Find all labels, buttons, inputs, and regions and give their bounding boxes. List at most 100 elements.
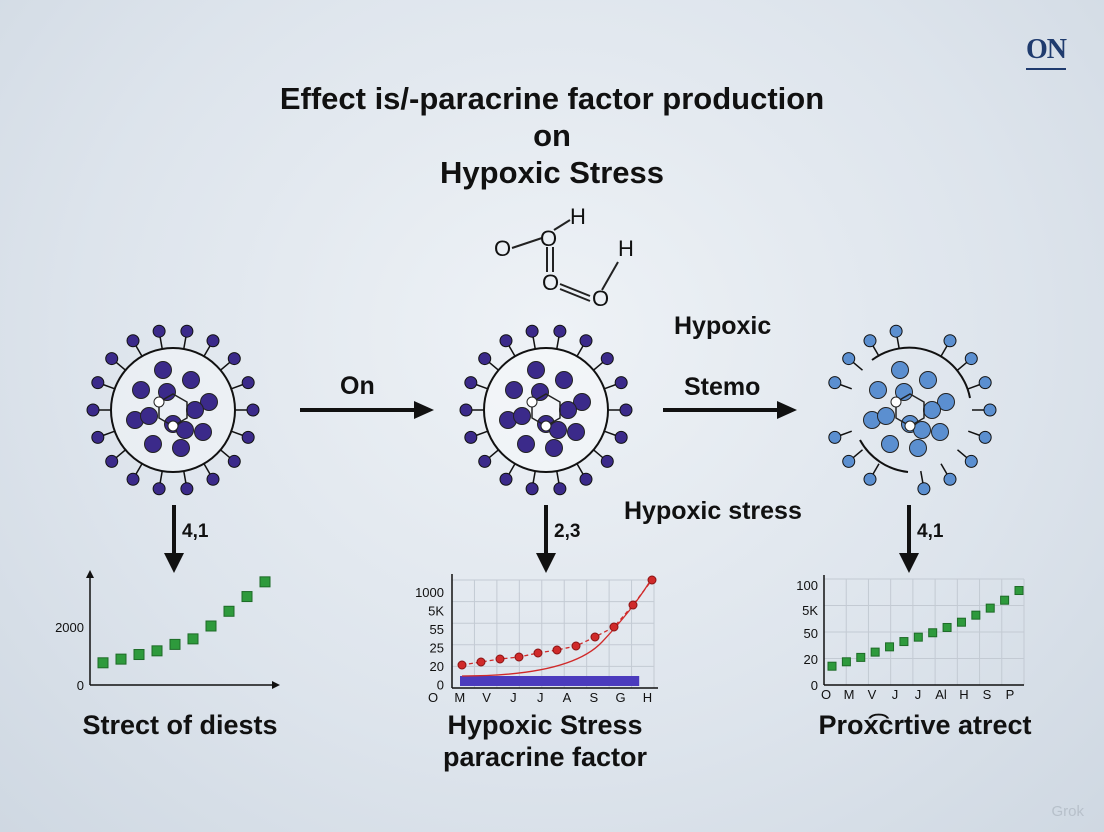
arrow-label-on: On xyxy=(340,372,375,400)
internal-particle xyxy=(194,423,212,441)
cell-damaged-right xyxy=(828,324,997,496)
cell-membrane xyxy=(483,347,609,473)
x-tick-label: P xyxy=(1006,687,1015,702)
watermark: Grok xyxy=(1051,803,1084,820)
spike-ball xyxy=(964,454,978,468)
spike-ball xyxy=(499,334,513,348)
internal-particle xyxy=(881,435,899,453)
data-point xyxy=(187,633,199,645)
internal-particle xyxy=(186,401,204,419)
spike-ball xyxy=(86,403,100,417)
data-point xyxy=(985,603,995,613)
title-line-2: on xyxy=(533,118,571,153)
x-tick-label: J xyxy=(537,690,544,705)
cell-membrane-arc xyxy=(871,346,971,399)
data-point xyxy=(1000,595,1010,605)
data-point xyxy=(457,660,467,670)
internal-particle xyxy=(158,383,176,401)
x-tick-label: O xyxy=(428,690,438,705)
y-tick-label: 5K xyxy=(802,603,818,618)
x-tick-label: G xyxy=(616,690,626,705)
arrow-down-left xyxy=(164,505,184,573)
y-tick-label: 20 xyxy=(430,659,444,674)
spike-ball xyxy=(525,482,539,496)
internal-particle xyxy=(937,393,955,411)
spike-ball xyxy=(943,334,957,348)
cell-intact-left xyxy=(86,324,260,496)
molecule-o2: O xyxy=(540,226,557,251)
data-point xyxy=(913,632,923,642)
internal-particle xyxy=(559,401,577,419)
data-point xyxy=(827,661,837,671)
spike-ball xyxy=(206,472,220,486)
internal-particle xyxy=(144,435,162,453)
data-point xyxy=(514,652,524,662)
data-point xyxy=(533,648,543,658)
chart-middle: 1000 5K 55 25 20 0O M V J J A S G H xyxy=(415,574,658,705)
internal-particle xyxy=(172,439,190,457)
x-tick-label: V xyxy=(868,687,877,702)
spike-ball xyxy=(152,324,166,338)
internal-particle xyxy=(923,401,941,419)
y-tick-label: 0 xyxy=(811,678,818,693)
y-tick-label: 2000 xyxy=(55,620,84,635)
spike-ball xyxy=(478,352,492,366)
spike-ball xyxy=(978,430,992,444)
spike-ball xyxy=(553,324,567,338)
spike-ball xyxy=(126,472,140,486)
ring-node xyxy=(904,420,916,432)
x-tick-label: H xyxy=(643,690,652,705)
data-point xyxy=(133,649,145,661)
arrow-down-right xyxy=(899,505,919,573)
spike-ball xyxy=(459,403,473,417)
title-line-1: Effect is/-paracrine factor production xyxy=(279,81,825,116)
data-point xyxy=(241,591,253,603)
spike-ball xyxy=(579,334,593,348)
spike-ball xyxy=(842,352,856,366)
internal-particle xyxy=(132,381,150,399)
internal-particle xyxy=(555,371,573,389)
spike-ball xyxy=(863,334,877,348)
x-tick-label: H xyxy=(959,687,968,702)
x-tick-label: Al xyxy=(935,687,947,702)
molecular-ring xyxy=(158,393,188,427)
data-point xyxy=(899,637,909,647)
spike-ball xyxy=(600,352,614,366)
spike-ball xyxy=(525,324,539,338)
data-point xyxy=(169,638,181,650)
data-point xyxy=(205,620,217,632)
spike-ball xyxy=(943,472,957,486)
internal-particle xyxy=(140,407,158,425)
spike-ball xyxy=(206,334,220,348)
spike-ball xyxy=(614,376,628,390)
spike-ball xyxy=(464,430,478,444)
data-point xyxy=(856,652,866,662)
cell-membrane xyxy=(110,347,236,473)
internal-particle xyxy=(154,361,172,379)
data-point xyxy=(223,605,235,617)
caption-left: Strect of diests xyxy=(82,710,278,740)
down-label-left: 4,1 xyxy=(182,521,209,542)
spike-ball xyxy=(464,376,478,390)
brand-logo: ON xyxy=(1026,34,1067,70)
spike-ball xyxy=(241,376,255,390)
cell-membrane-arc xyxy=(859,439,909,473)
internal-particle xyxy=(869,381,887,399)
data-point xyxy=(609,622,619,632)
x-axis-arrow xyxy=(272,681,280,689)
down-label-middle: 2,3 xyxy=(554,521,581,542)
spike-ball xyxy=(828,430,842,444)
data-point xyxy=(628,600,638,610)
spike-ball xyxy=(978,376,992,390)
arrow-right-2 xyxy=(663,401,797,419)
internal-particle xyxy=(513,407,531,425)
spike-ball xyxy=(579,472,593,486)
arrow-right-1 xyxy=(300,401,434,419)
data-point xyxy=(885,642,895,652)
y-tick-label: 25 xyxy=(430,641,444,656)
x-tick-label: M xyxy=(454,690,465,705)
spike-ball xyxy=(889,324,903,338)
arrow-down-middle xyxy=(536,505,556,573)
ring-node xyxy=(526,396,538,408)
internal-particle xyxy=(505,381,523,399)
